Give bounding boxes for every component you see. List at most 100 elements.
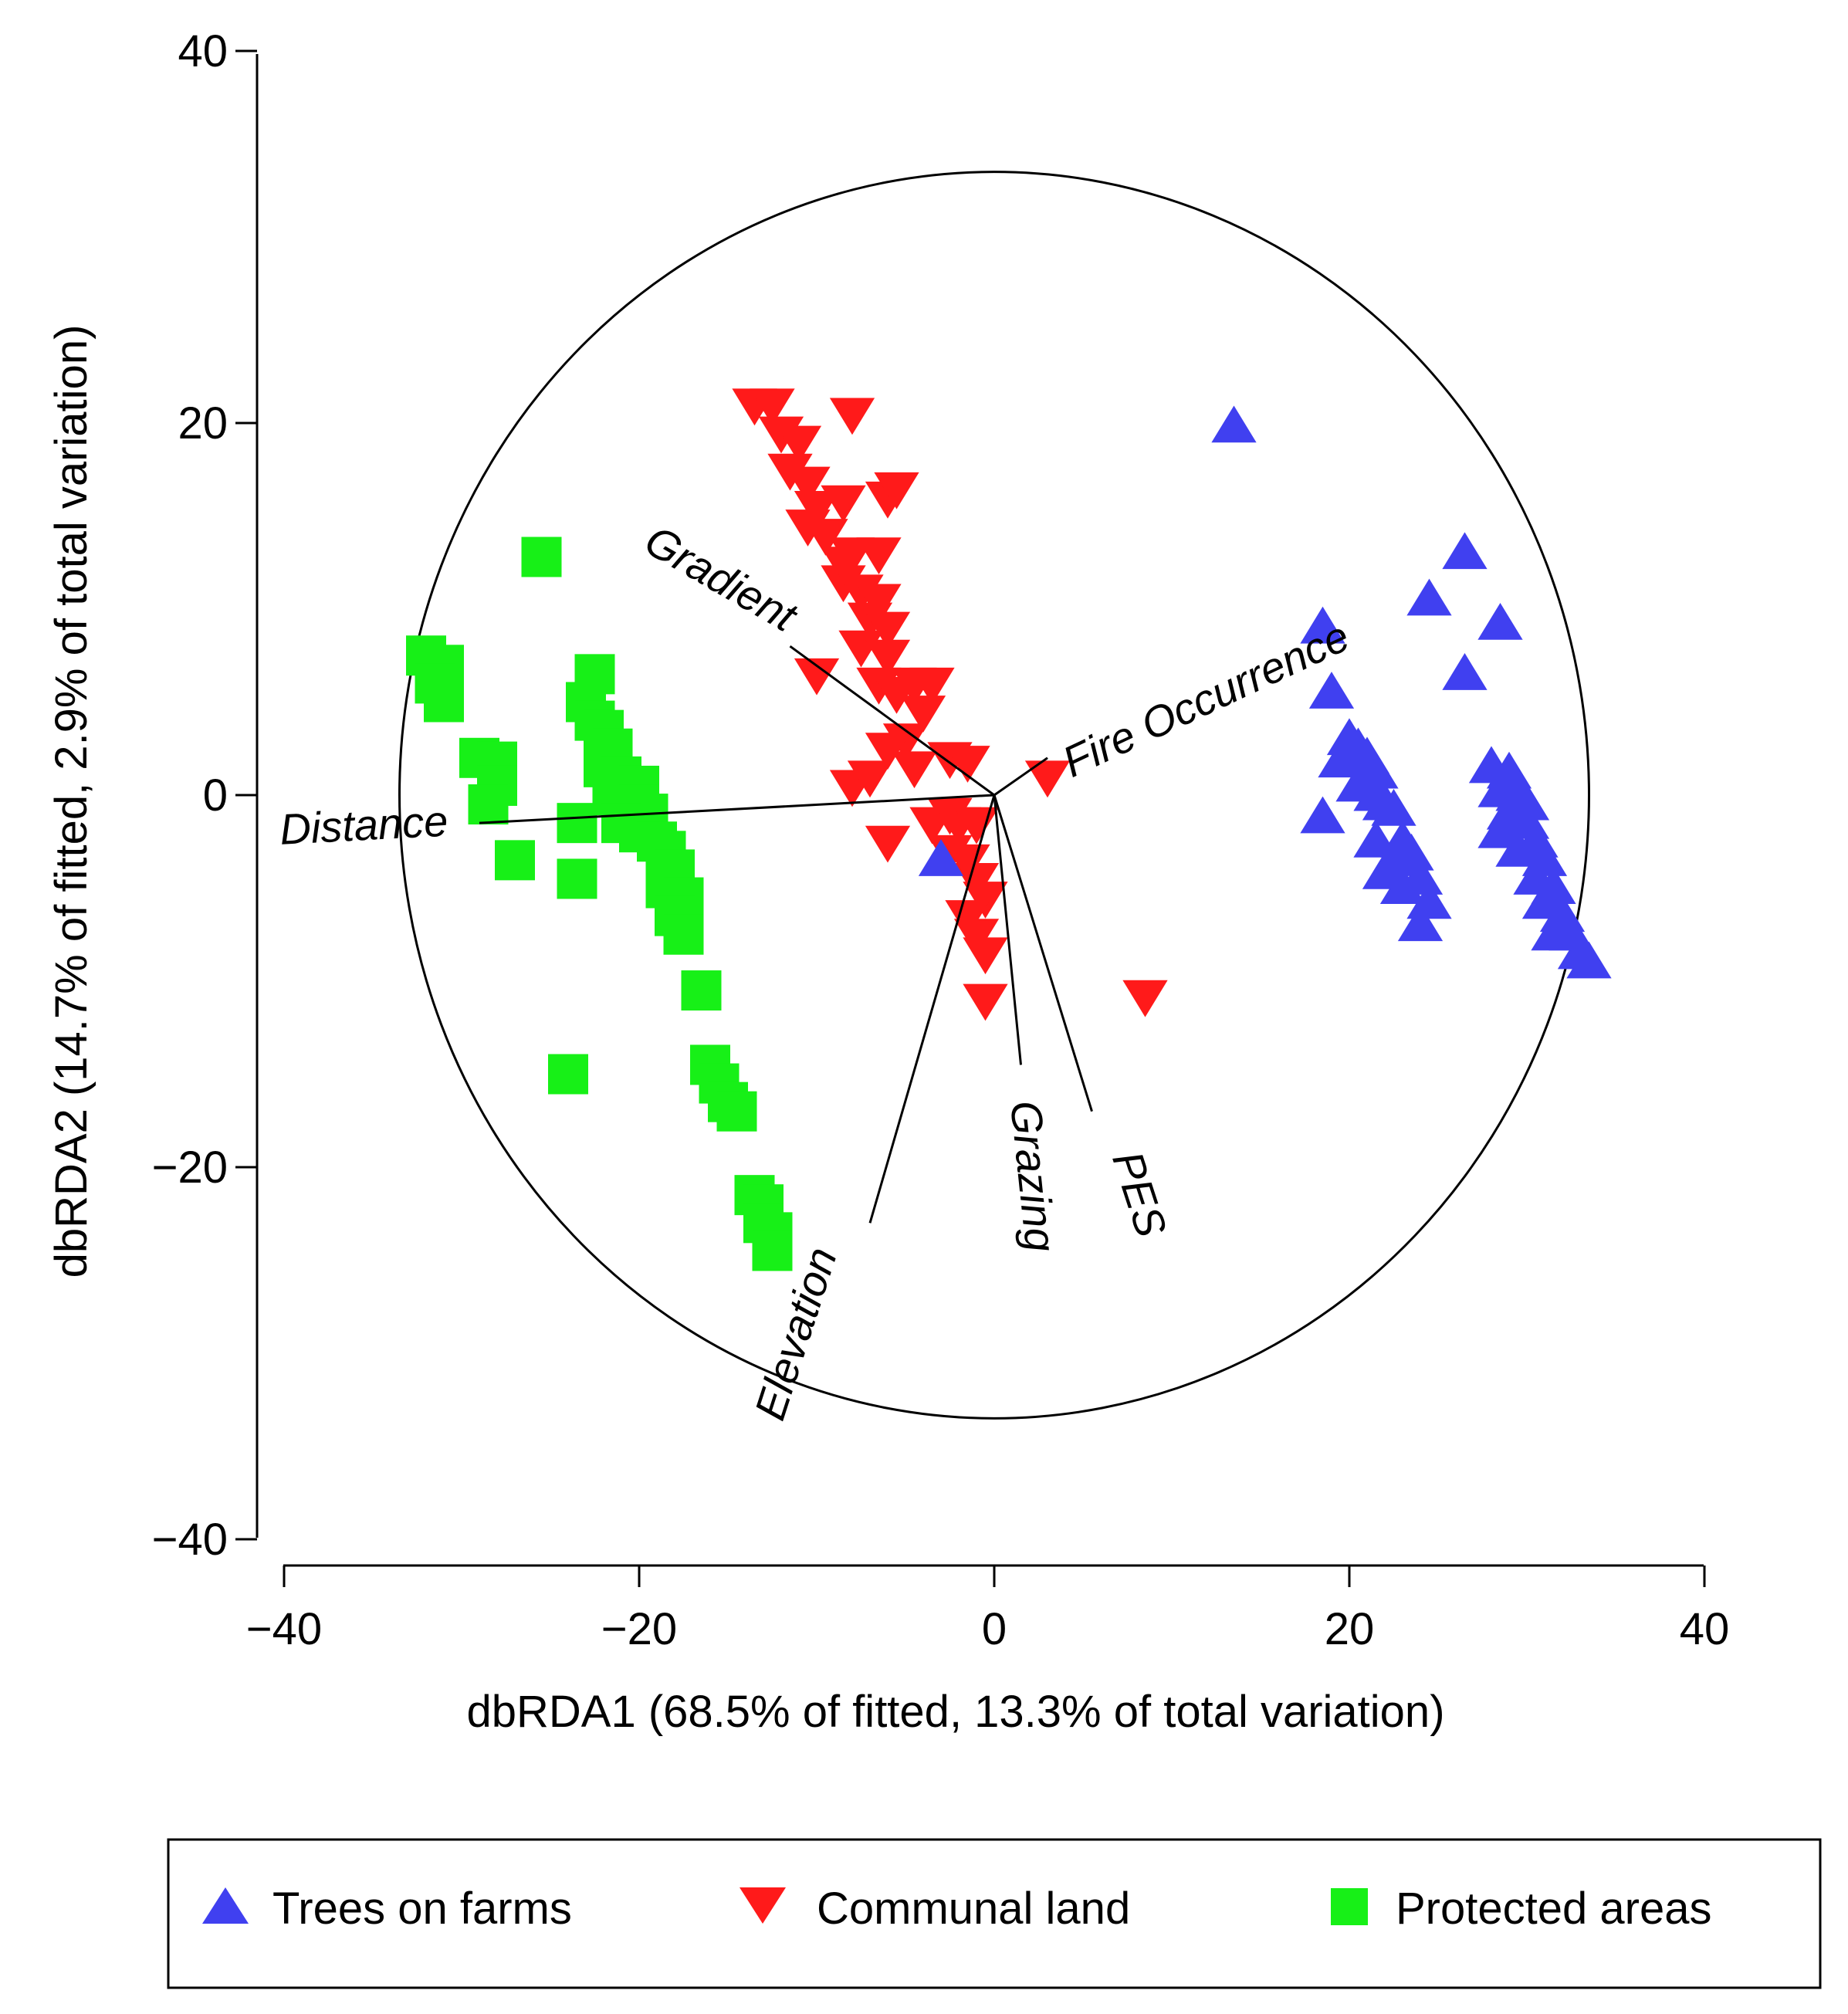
y-axis: −40 −20 0 20 40 dbRDA2 (14.7% of fitted, 2.9… — [46, 26, 259, 1565]
triangle-down-point — [758, 416, 804, 454]
legend-label: Trees on farms — [272, 1884, 572, 1934]
triangle-down-point — [909, 667, 955, 705]
square-point — [548, 1054, 588, 1095]
x-tick-label: 20 — [1325, 1604, 1375, 1654]
triangle-up-point — [1353, 820, 1399, 858]
triangle-down-point — [856, 537, 902, 574]
triangle-down-point — [900, 696, 946, 733]
triangle-down-point — [847, 602, 893, 640]
triangle-down-point — [865, 825, 911, 863]
triangle-up-point — [918, 839, 964, 876]
triangle-down-point — [776, 425, 822, 463]
triangle-down-point — [945, 900, 990, 937]
triangle-down-point — [874, 472, 919, 509]
triangle-up-point — [1442, 653, 1488, 690]
x-axis: −40 −20 0 20 40 dbRDA1 (68.5% of fitted, 13.… — [246, 1564, 1729, 1737]
y-tick-label: 40 — [178, 26, 228, 76]
vector-line — [789, 645, 995, 797]
triangle-up-point — [1442, 532, 1488, 570]
triangle-down-point — [945, 844, 990, 882]
triangle-down-point — [838, 630, 884, 668]
x-tick-label: −20 — [601, 1604, 677, 1654]
triangle-down-point — [945, 746, 990, 783]
y-tick-label: 0 — [203, 770, 228, 821]
square-point — [752, 1230, 793, 1271]
legend-square-icon — [1331, 1888, 1368, 1925]
triangle-down-point — [1122, 980, 1168, 1017]
y-axis-ticks: −40 −20 0 20 40 — [152, 26, 257, 1565]
triangle-down-point — [856, 667, 902, 705]
triangle-up-point — [1371, 788, 1416, 826]
vector-line — [868, 794, 996, 1224]
legend: Trees on farms Communal land Protected a… — [167, 1838, 1822, 1989]
vector-line — [479, 794, 995, 824]
triangle-down-point — [865, 733, 911, 770]
triangle-down-point — [865, 639, 911, 677]
triangle-down-point — [838, 574, 884, 612]
triangle-up-point — [1406, 578, 1452, 616]
triangle-up-point — [1566, 941, 1612, 979]
triangle-down-point — [829, 398, 875, 435]
triangle-down-point — [794, 490, 840, 528]
x-tick-label: 0 — [982, 1604, 1007, 1654]
vector-label: Distance — [279, 797, 449, 854]
triangle-up-point — [1477, 811, 1523, 848]
triangle-down-point — [821, 565, 866, 603]
triangle-up-point — [1308, 672, 1355, 709]
triangle-down-point — [856, 584, 902, 621]
triangle-up-point — [1379, 867, 1426, 904]
triangle-up-point — [1211, 405, 1257, 443]
triangle-up-point — [1300, 606, 1345, 644]
triangle-down-point — [953, 862, 1000, 900]
triangle-down-point — [963, 937, 1008, 975]
vector-distance: Distance — [279, 794, 995, 854]
triangle-down-point — [963, 882, 1008, 919]
triangle-down-point — [953, 919, 1000, 956]
triangle-up-point — [1318, 740, 1363, 778]
square-point — [557, 858, 597, 899]
triangle-down-point — [963, 983, 1008, 1021]
square-point — [521, 537, 562, 577]
square-point — [557, 803, 597, 844]
legend-item-trees-on-farms: Trees on farms — [202, 1884, 572, 1934]
x-axis-ticks: −40 −20 0 20 40 — [246, 1566, 1729, 1654]
legend-label: Communal land — [817, 1884, 1130, 1934]
triangle-down-point — [785, 509, 831, 547]
y-axis-title: dbRDA2 (14.7% of fitted, 2.9% of total v… — [46, 325, 96, 1278]
legend-triangle-up-icon — [202, 1887, 249, 1924]
x-axis-title: dbRDA1 (68.5% of fitted, 13.3% of total … — [466, 1687, 1444, 1737]
square-point — [716, 1091, 757, 1132]
correlation-circle-layer — [398, 171, 1590, 1420]
triangle-up-point — [1495, 830, 1541, 867]
legend-label: Protected areas — [1396, 1884, 1711, 1934]
triangle-down-point — [1024, 760, 1071, 798]
legend-item-protected-areas: Protected areas — [1331, 1884, 1711, 1934]
y-tick-label: −40 — [152, 1515, 228, 1565]
x-tick-label: −40 — [246, 1604, 322, 1654]
triangle-down-point — [821, 485, 866, 523]
square-point — [468, 784, 509, 825]
triangle-up-point — [1300, 796, 1345, 834]
triangle-down-point — [803, 519, 848, 556]
series-communal-land — [732, 388, 1168, 1021]
x-tick-label: 40 — [1680, 1604, 1730, 1654]
triangle-down-point — [847, 760, 893, 798]
triangle-down-point — [865, 611, 911, 649]
triangle-down-point — [882, 723, 929, 760]
vector-line — [993, 794, 1022, 1065]
correlation-circle — [398, 171, 1590, 1420]
vector-line — [993, 794, 1093, 1112]
vector-line — [993, 757, 1048, 797]
y-tick-label: 20 — [178, 398, 228, 448]
square-point — [424, 682, 464, 723]
legend-item-communal-land: Communal land — [740, 1884, 1130, 1934]
triangle-down-point — [794, 658, 840, 696]
triangle-down-point — [892, 751, 937, 789]
triangle-up-point — [1477, 602, 1523, 640]
square-point — [495, 840, 535, 881]
triangle-up-point — [1389, 833, 1434, 871]
legend-triangle-down-icon — [740, 1887, 786, 1924]
square-point — [663, 914, 704, 955]
